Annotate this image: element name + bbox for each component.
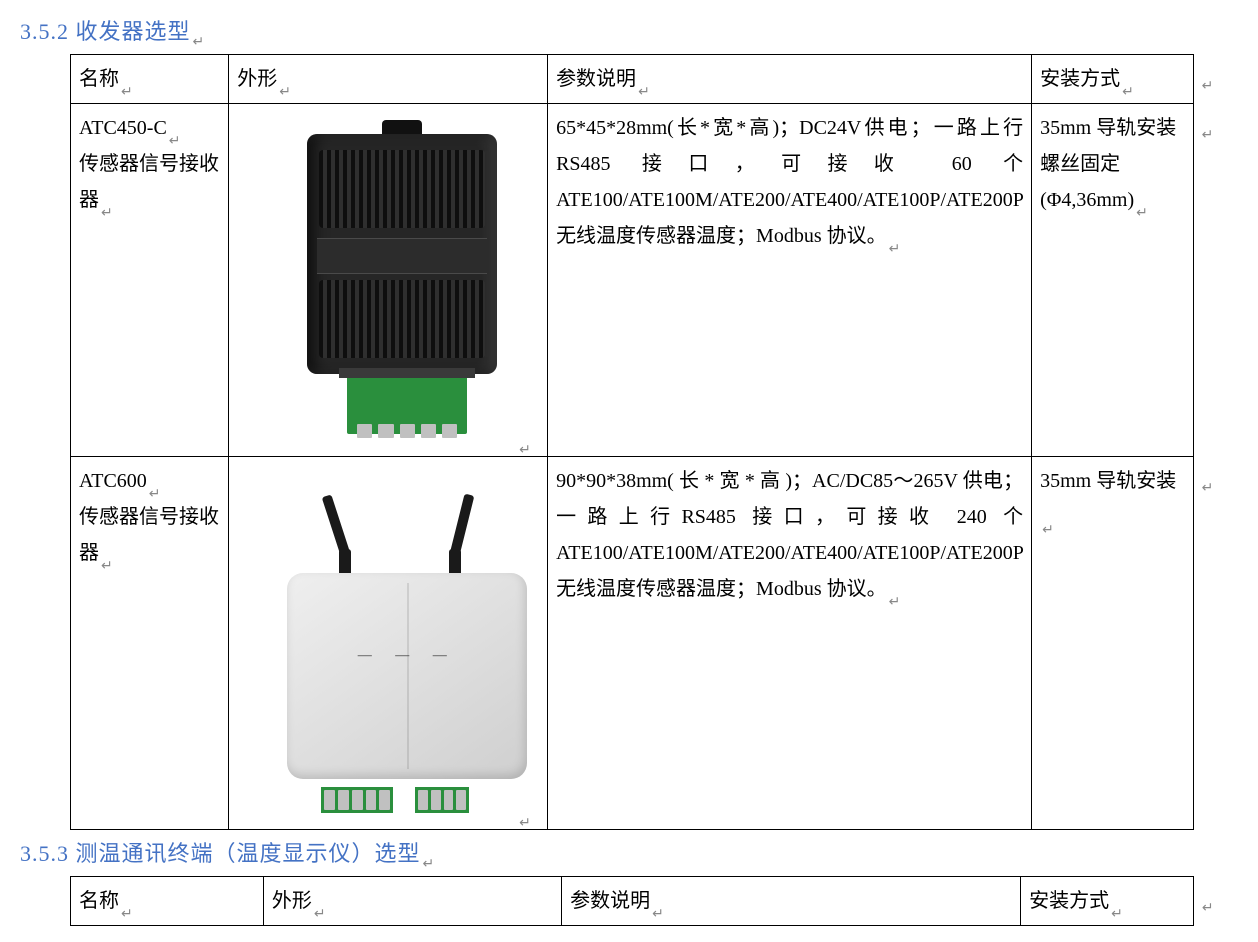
row-end-mark [1193,877,1220,926]
device-image-atc450 [237,110,539,450]
table-row: ATC450-C 传感器信号接收器 65 [71,104,1220,457]
row-end-mark [1193,457,1219,830]
paragraph-mark-icon [519,805,533,817]
cell-install: 35mm 导轨安装螺丝固定(Φ4,36mm) [1032,104,1194,457]
paragraph-mark-icon [889,584,903,596]
paragraph-mark-icon [121,896,135,908]
cell-install: 35mm 导轨安装 [1032,457,1194,830]
cell-name: ATC450-C 传感器信号接收器 [71,104,229,457]
paragraph-mark-icon [169,123,183,135]
row-end-mark [1193,104,1219,457]
section-1-number: 3.5.2 [20,19,69,44]
cell-name: ATC600 传感器信号接收器 [71,457,229,830]
paragraph-mark-icon [1202,117,1216,129]
paragraph-mark-icon [1042,512,1056,524]
paragraph-mark-icon [1111,896,1125,908]
header-install: 安装方式 [1021,877,1194,926]
paragraph-mark-icon [101,195,115,207]
cell-params: 65*45*28mm(长*宽*高)；DC24V供电；一路上行 RS485 接口，… [548,104,1032,457]
header-params: 参数说明 [562,877,1021,926]
section-2-heading: 3.5.3 测温通讯终端（温度显示仪）选型 [20,836,1238,868]
paragraph-mark-icon [279,74,293,86]
cell-shape [229,104,548,457]
paragraph-mark-icon [1136,195,1150,207]
paragraph-mark-icon [193,28,207,40]
paragraph-mark-icon [519,432,533,444]
paragraph-mark-icon [101,548,115,560]
paragraph-mark-icon [1202,68,1216,80]
section-1-title: 收发器选型 [76,19,191,44]
row-end-mark [1193,55,1219,104]
table-row: ATC600 传感器信号接收器 — — — [71,457,1220,830]
paragraph-mark-icon [121,74,135,86]
section-1-heading: 3.5.2 收发器选型 [20,14,1238,46]
paragraph-mark-icon [652,896,666,908]
paragraph-mark-icon [1202,470,1216,482]
paragraph-mark-icon [1122,74,1136,86]
table-header-row: 名称 外形 参数说明 安装方式 [71,55,1220,104]
paragraph-mark-icon [149,476,163,488]
paragraph-mark-icon [889,231,903,243]
section-2-title: 测温通讯终端（温度显示仪）选型 [76,841,421,866]
header-name: 名称 [71,55,229,104]
header-params: 参数说明 [548,55,1032,104]
header-shape: 外形 [263,877,561,926]
paragraph-mark-icon [314,896,328,908]
cell-params: 90*90*38mm( 长 * 宽 * 高 )；AC/DC85～265V 供电；… [548,457,1032,830]
header-name: 名称 [71,877,264,926]
header-shape: 外形 [229,55,548,104]
section-2-number: 3.5.3 [20,841,69,866]
table-header-row: 名称 外形 参数说明 安装方式 [71,877,1221,926]
terminal-table: 名称 外形 参数说明 安装方式 [70,876,1220,926]
paragraph-mark-icon [423,850,437,862]
cell-shape: — — — [229,457,548,830]
header-install: 安装方式 [1032,55,1194,104]
device-image-atc600: — — — [237,463,539,823]
transceiver-table: 名称 外形 参数说明 安装方式 ATC450-C 传感器信号接收器 [70,54,1220,830]
paragraph-mark-icon [638,74,652,86]
paragraph-mark-icon [1202,890,1216,902]
